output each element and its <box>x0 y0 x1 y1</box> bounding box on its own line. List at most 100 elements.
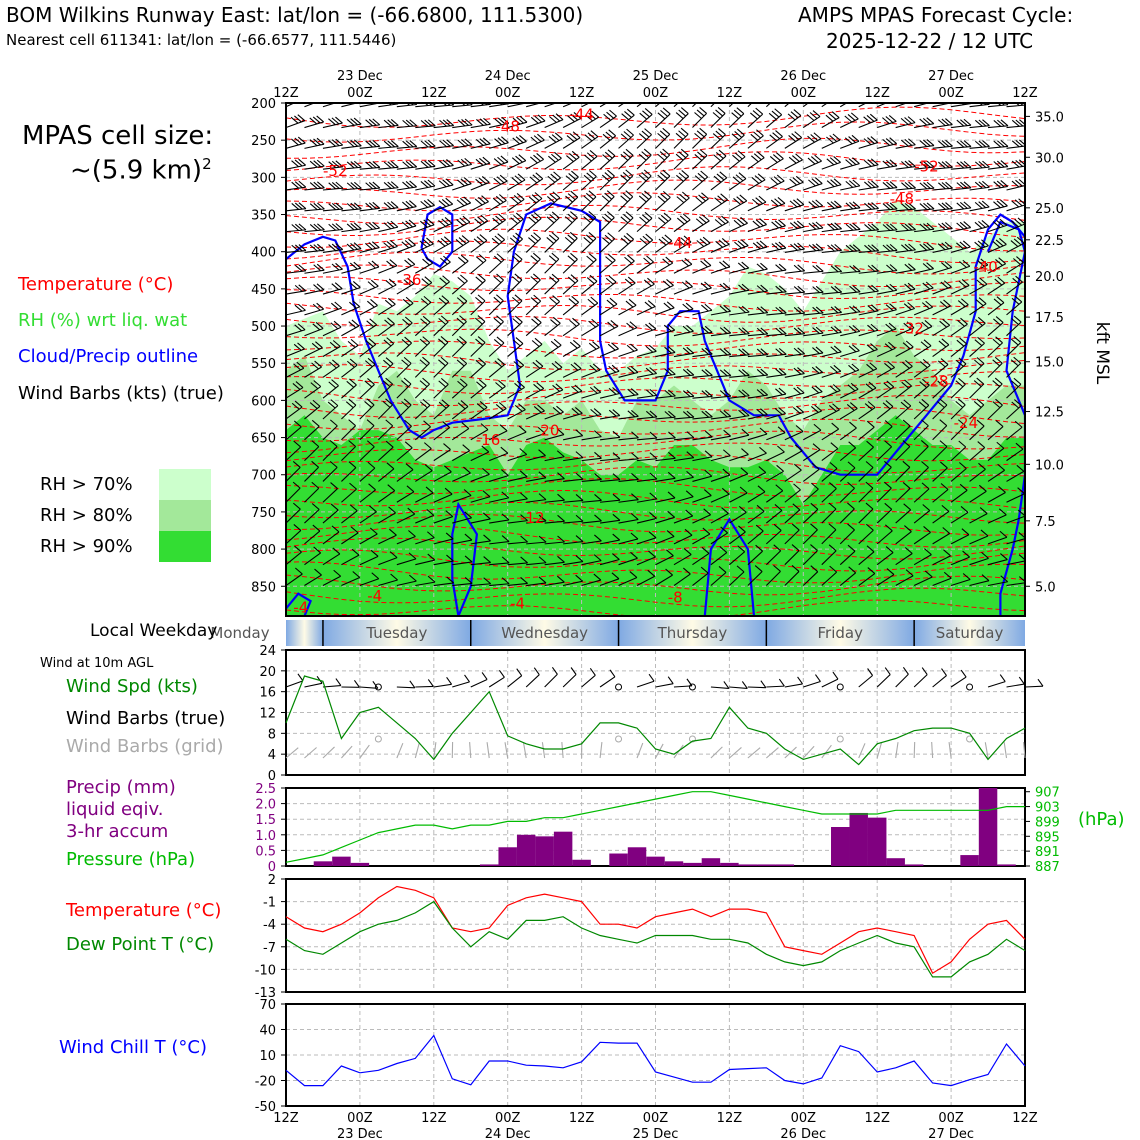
pressure-right-tick-label: 891 <box>1035 845 1060 860</box>
temperature-contour <box>286 371 1025 395</box>
wind-barb <box>784 270 805 274</box>
wind-barb-feather <box>941 161 950 169</box>
wind-barb-feather <box>772 132 780 140</box>
wind-barb-feather <box>884 362 892 370</box>
wind-barb-feather <box>700 170 709 178</box>
wind-barb <box>673 457 694 462</box>
wind-barb <box>950 534 970 545</box>
wind-barb <box>969 535 989 545</box>
wind-barb <box>341 103 359 108</box>
wind-barb-feather <box>680 148 689 156</box>
wind-barb-feather <box>403 377 412 385</box>
wind-barb <box>322 122 343 129</box>
wind-barb-feather <box>889 181 898 188</box>
wind-barb <box>322 187 343 191</box>
temperature-contour <box>286 179 1025 199</box>
wind-barb-feather <box>607 232 616 240</box>
wind-barb-feather <box>350 118 358 126</box>
kft-tick-label: 15.0 <box>1035 356 1064 371</box>
wind-barb <box>895 208 916 212</box>
wind-barb <box>876 347 896 358</box>
wind-barb <box>378 534 397 545</box>
wind-barb-feather <box>697 89 704 95</box>
wind-barb-feather <box>1034 140 1041 146</box>
wind-barb-feather <box>963 118 972 126</box>
wind-barb-feather <box>759 218 767 225</box>
wind-barb-feather <box>867 567 876 575</box>
wind-barb-feather <box>974 181 983 189</box>
bottom-hour-label: 00Z <box>938 1111 964 1126</box>
wind-barb-feather <box>625 169 634 177</box>
wind-barb-feather <box>572 339 581 347</box>
wind-barb-feather <box>556 405 564 413</box>
wind-barb <box>729 473 749 482</box>
wind-barb-feather <box>662 148 671 156</box>
temp-contour-label: -48 <box>890 190 915 208</box>
wind-barb-feather <box>789 178 797 186</box>
wind-barb-feather <box>826 180 835 188</box>
wind-barb <box>895 488 911 503</box>
wind-barb-feather <box>750 92 757 98</box>
wind-barb-feather <box>401 241 410 249</box>
wind-barb-feather <box>882 138 891 146</box>
wind-barb-feather <box>1011 140 1020 148</box>
wind-barb <box>341 576 360 587</box>
wind-barb-feather <box>668 431 676 439</box>
wind-barb-feather <box>773 564 781 572</box>
true-wind-feather <box>741 681 748 689</box>
wind-barb <box>969 206 990 212</box>
wind-barb-feather <box>686 470 694 478</box>
wind-barb-feather <box>869 113 878 121</box>
wind-barb-feather <box>549 297 558 305</box>
wind-barb-feather <box>791 544 800 551</box>
grid-wind-barb <box>599 742 603 759</box>
wind-barb <box>359 227 380 233</box>
wind-barb <box>913 425 929 441</box>
wind-barb-feather <box>313 264 322 272</box>
wind-barb <box>784 372 805 378</box>
wind-barb-feather <box>368 483 376 491</box>
wind-barb <box>821 550 837 566</box>
wind-barb-feather <box>409 574 417 582</box>
wind-barb <box>950 578 971 587</box>
wind-barb-feather <box>704 347 713 355</box>
wind-barb-feather <box>569 341 578 349</box>
wind-barb-feather <box>316 302 325 310</box>
wind-barb-feather <box>996 219 1004 227</box>
pressure-tick-label: 600 <box>251 394 276 409</box>
wind-barb <box>359 555 379 566</box>
wind-barb <box>433 405 450 420</box>
wind-barb <box>969 342 985 357</box>
bottom-hour-label: 12Z <box>864 1111 890 1126</box>
wind-barb-feather <box>867 202 876 210</box>
wind-barb-feather <box>335 243 344 250</box>
wind-barb <box>673 352 694 358</box>
wind-barb-feather <box>514 252 523 260</box>
wind-barb-feather <box>908 243 916 251</box>
wind-barb-feather <box>830 286 839 293</box>
wind-barb-feather <box>701 214 710 222</box>
wind-barb-feather <box>514 294 523 302</box>
wind-barb-feather <box>590 130 599 138</box>
wind-barb-feather <box>699 106 707 114</box>
wind-barb-feather <box>620 216 629 224</box>
wind-barb <box>987 243 1007 253</box>
wind-barb <box>359 247 380 253</box>
wind-barb-feather <box>847 114 856 121</box>
temp-contour-label: -8 <box>668 589 683 607</box>
wind-barb <box>636 154 652 170</box>
wind-barb-feather <box>982 180 990 188</box>
wind-barb-feather <box>943 571 952 579</box>
true-wind-barb <box>913 674 928 688</box>
wind-barb-feather <box>291 224 300 231</box>
wind-barb-feather <box>475 338 483 346</box>
wind-barb <box>821 529 837 545</box>
wind-barb-feather <box>480 214 489 222</box>
bottom-date-label: 23 Dec <box>337 1127 383 1140</box>
wind-barb-feather <box>387 201 395 209</box>
wind-barb <box>802 116 821 128</box>
wind-barb <box>692 309 713 316</box>
wind-barb-feather <box>402 318 410 326</box>
wind-barb-feather <box>480 103 484 106</box>
